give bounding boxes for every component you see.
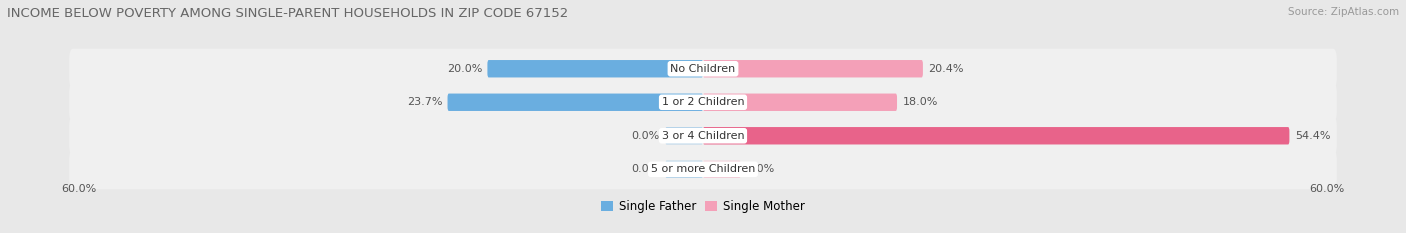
Text: 0.0%: 0.0% [631,131,659,141]
Text: No Children: No Children [671,64,735,74]
FancyBboxPatch shape [69,116,1337,156]
Text: 5 or more Children: 5 or more Children [651,164,755,174]
FancyBboxPatch shape [703,161,741,178]
Text: 20.0%: 20.0% [447,64,482,74]
Legend: Single Father, Single Mother: Single Father, Single Mother [596,195,810,218]
FancyBboxPatch shape [488,60,703,77]
FancyBboxPatch shape [69,82,1337,122]
FancyBboxPatch shape [703,60,922,77]
Text: 18.0%: 18.0% [903,97,938,107]
Text: INCOME BELOW POVERTY AMONG SINGLE-PARENT HOUSEHOLDS IN ZIP CODE 67152: INCOME BELOW POVERTY AMONG SINGLE-PARENT… [7,7,568,20]
Text: Source: ZipAtlas.com: Source: ZipAtlas.com [1288,7,1399,17]
Text: 20.4%: 20.4% [928,64,963,74]
Text: 0.0%: 0.0% [747,164,775,174]
Text: 3 or 4 Children: 3 or 4 Children [662,131,744,141]
FancyBboxPatch shape [665,161,703,178]
Text: 54.4%: 54.4% [1295,131,1330,141]
Text: 1 or 2 Children: 1 or 2 Children [662,97,744,107]
FancyBboxPatch shape [69,149,1337,189]
FancyBboxPatch shape [665,127,703,144]
Text: 0.0%: 0.0% [631,164,659,174]
Text: 23.7%: 23.7% [406,97,441,107]
FancyBboxPatch shape [703,93,897,111]
FancyBboxPatch shape [703,127,1289,144]
FancyBboxPatch shape [69,49,1337,89]
Text: 60.0%: 60.0% [62,184,97,194]
Text: 60.0%: 60.0% [1309,184,1344,194]
FancyBboxPatch shape [447,93,703,111]
